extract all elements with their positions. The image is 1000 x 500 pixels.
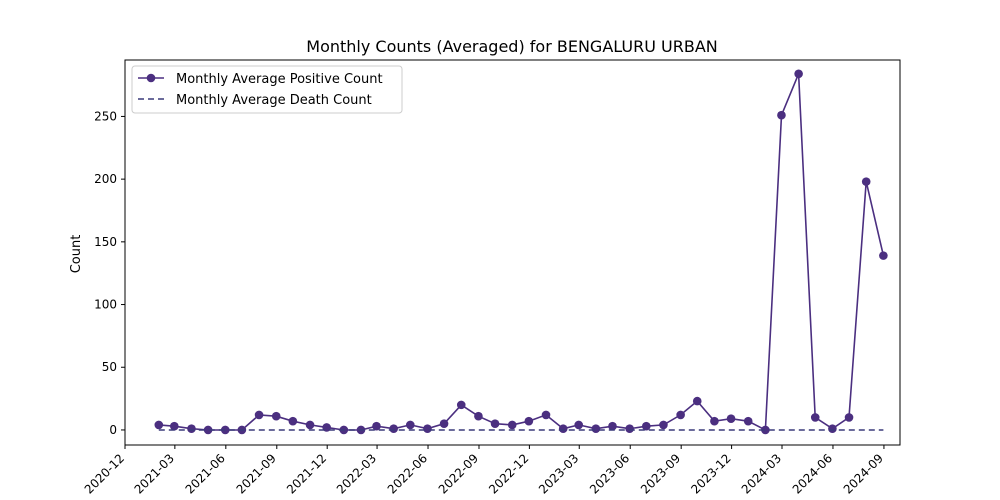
- data-point-positive-count: [574, 420, 583, 430]
- data-point-positive-count: [844, 413, 854, 422]
- data-point-positive-count: [254, 410, 264, 420]
- x-tick-label: 2024-09: [841, 451, 886, 496]
- data-point-positive-count: [389, 424, 398, 433]
- legend: Monthly Average Positive Count Monthly Av…: [131, 65, 403, 114]
- legend-label: Monthly Average Death Count: [176, 93, 372, 108]
- data-point-positive-count: [305, 420, 315, 430]
- data-point-positive-count: [456, 400, 466, 410]
- data-point-positive-count: [879, 251, 888, 260]
- data-point-positive-count: [726, 414, 736, 423]
- y-tick-label: 250: [94, 109, 117, 123]
- data-point-positive-count: [608, 421, 617, 431]
- x-tick-label: 2021-06: [183, 451, 228, 496]
- y-tick-label: 50: [102, 360, 117, 374]
- data-point-positive-count: [591, 424, 601, 433]
- data-point-positive-count: [558, 424, 568, 433]
- legend-marker: [146, 73, 156, 83]
- x-tick-label: 2023-09: [638, 451, 683, 496]
- data-point-positive-count: [541, 410, 551, 420]
- data-point-positive-count: [761, 425, 770, 435]
- data-point-positive-count: [828, 424, 837, 433]
- data-point-positive-count: [474, 411, 483, 421]
- data-point-positive-count: [743, 416, 753, 426]
- x-tick-label: 2020-12: [82, 451, 127, 496]
- y-tick-label: 150: [94, 235, 117, 249]
- data-point-positive-count: [777, 110, 786, 120]
- data-point-positive-count: [524, 416, 534, 426]
- data-point-positive-count: [625, 424, 634, 433]
- data-point-positive-count: [710, 416, 719, 426]
- x-tick-label: 2023-03: [536, 451, 581, 496]
- data-point-positive-count: [203, 425, 213, 435]
- x-tick-label: 2023-06: [587, 451, 632, 496]
- legend-box: [131, 65, 403, 114]
- data-point-positive-count: [372, 421, 381, 431]
- x-tick-label: 2022-06: [385, 451, 430, 496]
- data-point-positive-count: [507, 420, 517, 430]
- y-axis-label: Count: [69, 235, 84, 274]
- data-point-positive-count: [794, 69, 803, 79]
- x-tick-label: 2022-03: [334, 451, 379, 496]
- chart-title: Monthly Counts (Averaged) for BENGALURU …: [306, 37, 717, 56]
- data-point-positive-count: [220, 425, 230, 435]
- x-tick-label: 2024-06: [790, 451, 835, 496]
- data-point-positive-count: [405, 420, 415, 430]
- data-point-positive-count: [288, 416, 298, 426]
- x-tick-label: 2021-03: [132, 451, 177, 496]
- plot-area: [154, 69, 888, 435]
- x-tick-label: 2023-12: [688, 451, 733, 496]
- legend-label: Monthly Average Positive Count: [176, 72, 383, 87]
- x-tick-label: 2022-09: [436, 451, 481, 496]
- x-tick-label: 2022-12: [486, 451, 531, 496]
- data-point-positive-count: [641, 421, 651, 431]
- data-point-positive-count: [692, 396, 702, 406]
- x-tick-label: 2024-03: [739, 451, 784, 496]
- data-point-positive-count: [861, 177, 871, 186]
- data-point-positive-count: [490, 419, 500, 428]
- plot-frame: [124, 59, 901, 446]
- data-point-positive-count: [154, 420, 164, 430]
- y-tick-label: 200: [94, 172, 117, 186]
- data-point-positive-count: [271, 411, 281, 421]
- data-point-positive-count: [810, 413, 820, 422]
- data-point-positive-count: [439, 419, 449, 428]
- x-tick-label: 2021-12: [284, 451, 329, 496]
- y-tick-label: 100: [94, 298, 117, 312]
- y-tick-label: 0: [109, 423, 117, 437]
- x-tick-label: 2021-09: [234, 451, 279, 496]
- data-point-positive-count: [423, 424, 432, 433]
- data-point-positive-count: [187, 424, 196, 433]
- series-line-positive-count: [158, 73, 885, 432]
- data-point-positive-count: [170, 421, 179, 431]
- data-point-positive-count: [676, 410, 685, 420]
- data-point-positive-count: [659, 420, 668, 430]
